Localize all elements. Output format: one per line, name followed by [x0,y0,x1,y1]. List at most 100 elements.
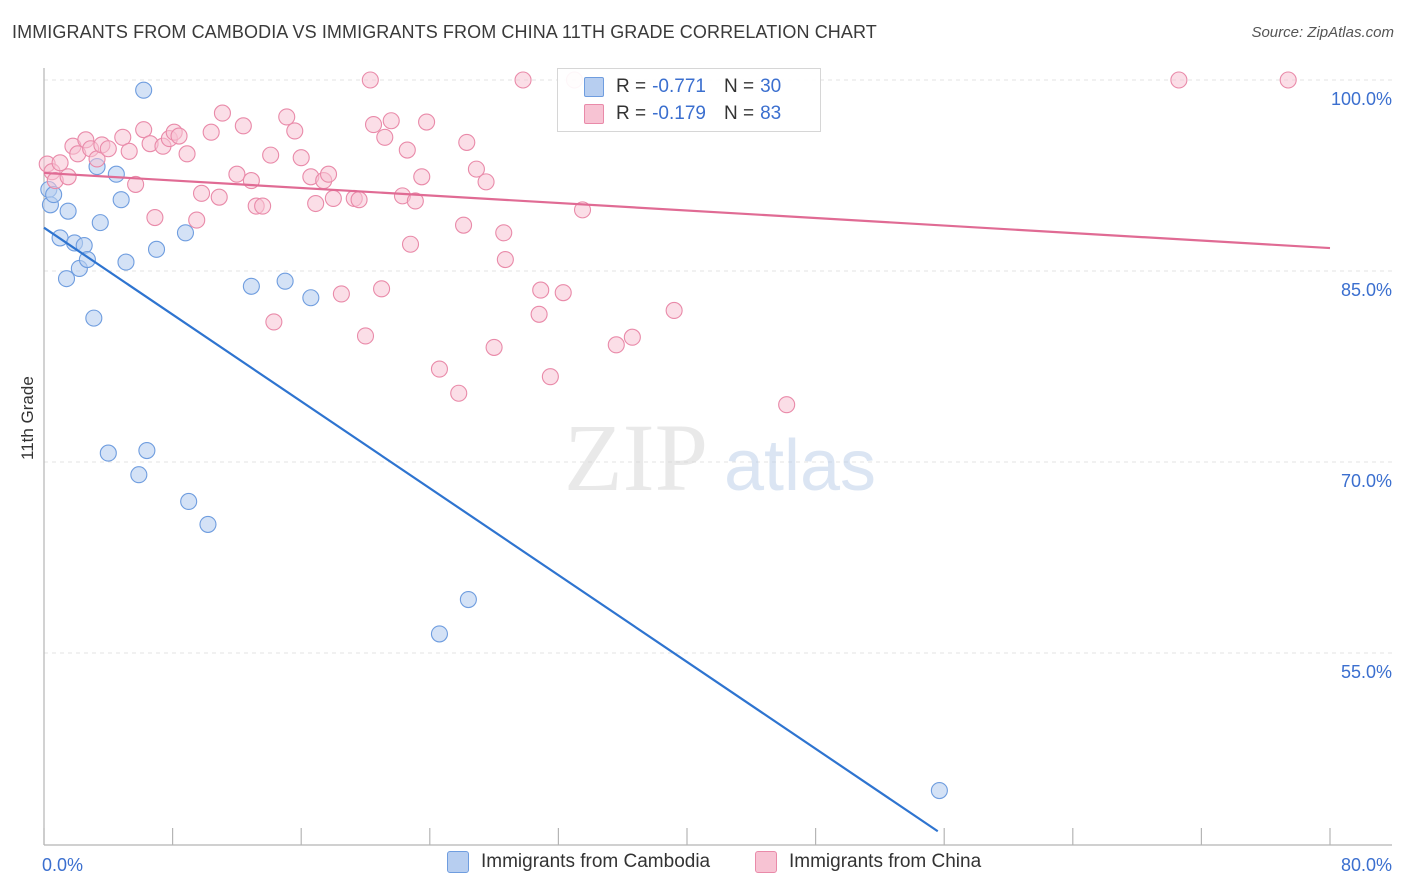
legend-row-china: R = -0.179 N = 83 [558,101,781,127]
point-china [170,127,188,145]
point-china [356,327,375,345]
point-cambodia [138,441,156,460]
point-cambodia [99,444,117,462]
trend-line-china [43,171,1331,250]
point-cambodia [302,289,320,307]
point-china [418,113,436,131]
point-cambodia [107,165,125,183]
x-tick-label: 0.0% [42,855,83,875]
point-china [514,71,532,89]
legend-swatch-cambodia [584,77,604,97]
legend-row-cambodia: R = -0.771 N = 30 [558,74,781,100]
point-china [373,280,391,298]
point-china [398,141,416,159]
point-china [495,224,513,242]
legend-item-china[interactable]: Immigrants from China [755,851,981,873]
point-china [477,173,495,191]
point-china [127,175,145,193]
point-china [59,168,77,186]
point-china [265,313,283,331]
point-china [234,117,252,135]
point-china [120,142,138,160]
chart-title: IMMIGRANTS FROM CAMBODIA VS IMMIGRANTS F… [12,22,877,42]
legend-n-label: N = [723,103,755,124]
point-china [413,168,431,186]
point-china [455,216,473,234]
point-china [623,328,641,346]
point-china [228,165,246,183]
point-china [332,285,350,303]
trend-lines [43,171,1331,833]
legend-r-label: R = [616,76,647,97]
legend-n-value-cambodia: 30 [760,76,782,97]
point-china [319,165,338,183]
point-china [278,108,296,126]
legend-label-china: Immigrants from China [789,851,982,872]
point-china [350,191,368,209]
watermark-zip: ZIP [564,404,708,511]
point-china [292,149,310,167]
point-china [210,188,228,206]
point-china [430,360,448,378]
trend-line-cambodia [43,226,939,833]
point-china [573,201,592,219]
point-china [188,211,206,229]
point-china [541,368,559,386]
point-china [376,128,394,146]
point-cambodia [57,270,76,288]
y-tick-label: 85.0% [1341,280,1392,300]
point-cambodia [242,277,260,295]
point-cambodia [117,253,135,271]
legend-n-value-china: 83 [760,103,782,124]
legend-item-cambodia[interactable]: Immigrants from Cambodia [447,851,710,873]
legend-swatch-cambodia [447,851,469,873]
series-china-points [38,71,1297,414]
point-cambodia [276,272,294,290]
point-cambodia [147,240,166,258]
point-china [532,281,550,299]
point-china [530,305,548,323]
legend-swatch-china [584,104,604,124]
watermark: ZIP atlas [564,404,876,511]
x-tick-label: 80.0% [1341,855,1392,875]
watermark-atlas: atlas [724,426,876,506]
point-china [192,184,211,202]
legend-n-label: N = [723,76,755,97]
source-credit: Source: ZipAtlas.com [1251,24,1394,41]
point-china [51,154,69,172]
point-cambodia [91,214,109,232]
point-cambodia [85,309,103,327]
point-china [114,128,132,146]
point-cambodia [199,515,217,533]
point-china [401,235,420,253]
point-china [665,301,683,320]
y-tick-label: 55.0% [1341,662,1392,682]
legend-label-cambodia: Immigrants from Cambodia [481,851,711,872]
point-cambodia [135,81,153,99]
point-china [286,122,304,140]
point-china [607,336,625,354]
point-china [778,396,796,414]
point-cambodia [59,202,77,220]
point-cambodia [130,466,148,484]
point-china [178,145,196,163]
axes [43,68,1392,846]
point-cambodia [176,224,195,242]
point-china [1170,71,1188,89]
point-china [324,189,342,207]
point-china [458,133,476,151]
point-china [450,384,468,402]
point-cambodia [112,191,130,209]
point-china [485,338,503,356]
point-china [496,250,514,269]
point-china [307,194,325,213]
point-cambodia [459,590,477,609]
legend-r-label: R = [616,103,647,124]
point-cambodia [45,186,63,204]
point-china [99,140,117,158]
grid-lines [44,79,1392,654]
point-china [262,146,280,164]
tick-labels: 100.0% 85.0% 70.0% 55.0% 0.0% 80.0% [42,89,1392,875]
y-tick-label: 70.0% [1341,471,1392,491]
